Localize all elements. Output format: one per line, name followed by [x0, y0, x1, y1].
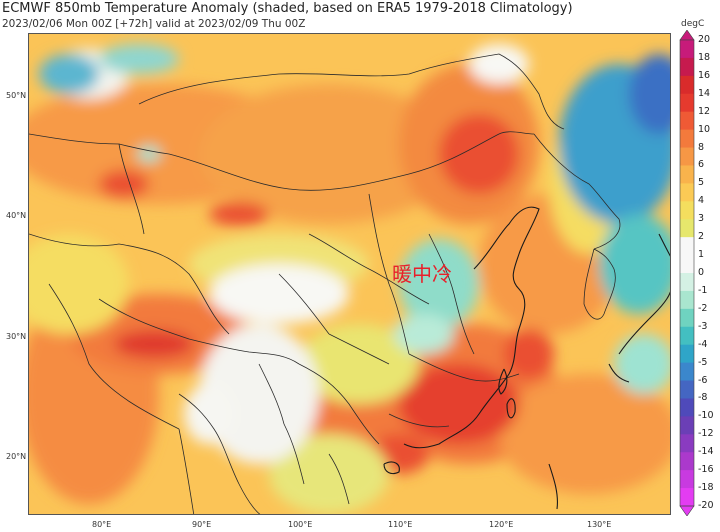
- map-title: ECMWF 850mb Temperature Anomaly (shaded,…: [2, 1, 573, 16]
- colorbar-segment: [680, 470, 694, 489]
- colorbar-tick-label: 8: [698, 141, 705, 153]
- lat-label-30n: 30°N: [6, 332, 27, 341]
- colorbar-tick-label: 4: [698, 195, 705, 207]
- colorbar-tick-label: -12: [698, 428, 714, 440]
- anomaly-field: [29, 34, 670, 514]
- overlay-annotation: 暖中冷: [392, 262, 452, 286]
- colorbar-tick-label: -20: [698, 500, 714, 511]
- colorbar-unit: degC: [681, 19, 705, 29]
- lon-label-100e: 100°E: [288, 520, 313, 529]
- colorbar-segment: [680, 273, 694, 292]
- colorbar-tick-label: 10: [698, 123, 711, 135]
- colorbar-border: [679, 39, 695, 507]
- colorbar-tick-label: 12: [698, 105, 711, 117]
- colorbar-tick-label: -1: [698, 284, 708, 296]
- colorbar-tick-label: 0: [698, 267, 705, 278]
- colorbar-tick-label: -2: [698, 302, 708, 314]
- colorbar-tick-label: 2: [698, 231, 705, 243]
- colorbar-segment: [680, 40, 694, 59]
- colorbar-segment: [680, 380, 694, 399]
- colorbar-segment: [680, 183, 694, 202]
- colorbar-segment: [680, 165, 694, 184]
- lon-label-80e: 80°E: [92, 520, 112, 529]
- lon-label-110e: 110°E: [388, 520, 413, 529]
- colorbar-segment: [680, 237, 694, 256]
- colorbar-tick-label: -6: [698, 374, 708, 386]
- lat-label-20n: 20°N: [6, 452, 27, 461]
- colorbar-segment: [680, 344, 694, 364]
- colorbar-segment: [680, 290, 694, 310]
- colorbar-segment: [680, 93, 694, 113]
- colorbar-tick-label: -4: [698, 338, 708, 350]
- lon-label-120e: 120°E: [489, 520, 514, 529]
- colorbar-segment: [680, 434, 694, 453]
- colorbar-tick-label: 18: [698, 51, 711, 63]
- colorbar-tick-label: 3: [698, 213, 705, 225]
- colorbar-tick-label: 14: [698, 87, 711, 99]
- colorbar-segment: [680, 416, 694, 435]
- colorbar: [679, 30, 695, 516]
- colorbar-segment: [680, 362, 694, 382]
- colorbar-tick-label: 6: [698, 159, 705, 171]
- colorbar-segment: [680, 129, 694, 149]
- colorbar-tick-label: -10: [698, 410, 714, 422]
- colorbar-segment: [680, 488, 694, 507]
- colorbar-segment: [680, 219, 694, 238]
- colorbar-segment: [680, 111, 694, 131]
- colorbar-tick-label: -3: [698, 320, 708, 332]
- colorbar-segment: [680, 147, 694, 166]
- colorbar-bottom-arrow: [679, 505, 695, 516]
- lon-label-90e: 90°E: [192, 520, 212, 529]
- colorbar-segment: [680, 57, 694, 77]
- colorbar-tick-label: 5: [698, 177, 705, 189]
- colorbar-segment: [680, 75, 694, 95]
- anomaly-map: [28, 33, 671, 515]
- colorbar-segment: [680, 326, 694, 346]
- map-subtitle: 2023/02/06 Mon 00Z [+72h] valid at 2023/…: [2, 18, 306, 30]
- lat-label-50n: 50°N: [6, 91, 27, 100]
- borders: [29, 53, 621, 514]
- colorbar-tick-label: -14: [698, 446, 714, 458]
- colorbar-tick-label: -18: [698, 482, 714, 494]
- colorbar-tick-label: 16: [698, 69, 711, 81]
- colorbar-tick-label: -8: [698, 392, 708, 404]
- lat-label-40n: 40°N: [6, 211, 27, 220]
- lon-label-130e: 130°E: [587, 520, 612, 529]
- anomaly-shading: [29, 44, 670, 514]
- colorbar-tick-label: -5: [698, 356, 708, 368]
- colorbar-segment: [680, 255, 694, 274]
- colorbar-top-arrow: [679, 30, 695, 41]
- colorbar-segment: [680, 452, 694, 471]
- coastline: [383, 206, 670, 510]
- colorbar-segment: [680, 308, 694, 328]
- colorbar-tick-label: 20: [698, 34, 711, 45]
- colorbar-tick-label: -16: [698, 464, 714, 476]
- colorbar-tick-label: 1: [698, 249, 705, 261]
- colorbar-segment: [680, 201, 694, 220]
- colorbar-segment: [680, 398, 694, 417]
